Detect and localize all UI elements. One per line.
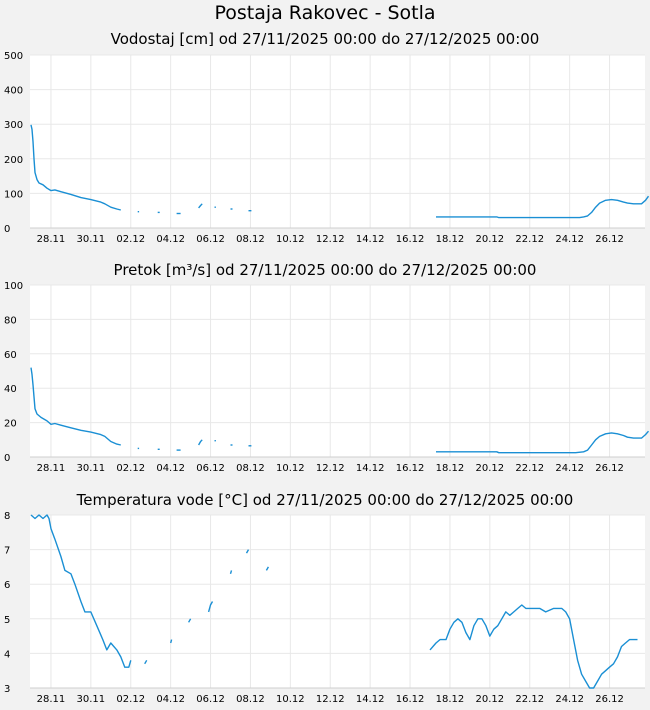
y-tick-label: 4 [4, 649, 10, 660]
x-tick-label: 12.12 [316, 234, 345, 245]
x-tick-label: 18.12 [436, 463, 465, 474]
y-tick-label: 0 [4, 453, 10, 464]
x-tick-label: 18.12 [436, 234, 465, 245]
chart-title-vodostaj: Vodostaj [cm] od 27/11/2025 00:00 do 27/… [110, 30, 540, 48]
y-tick-label: 3 [4, 684, 10, 695]
x-tick-label: 08.12 [236, 234, 265, 245]
x-tick-label: 08.12 [236, 463, 265, 474]
y-tick-label: 40 [4, 384, 17, 395]
x-tick-label: 02.12 [116, 694, 145, 705]
series-line-segment [30, 124, 121, 211]
x-tick-label: 10.12 [276, 694, 305, 705]
x-tick-label: 16.12 [396, 694, 425, 705]
x-tick-label: 26.12 [595, 694, 624, 705]
series-line-segment [429, 604, 638, 689]
x-tick-label: 30.11 [77, 694, 106, 705]
chart-title-pretok: Pretok [m³/s] od 27/11/2025 00:00 do 27/… [113, 261, 537, 279]
x-tick-label: 02.12 [116, 234, 145, 245]
y-tick-label: 20 [4, 419, 17, 430]
y-tick-label: 7 [4, 546, 10, 557]
series-line-segment [245, 549, 250, 554]
series-line-segment [170, 639, 173, 644]
x-tick-label: 10.12 [276, 234, 305, 245]
x-tick-label: 24.12 [555, 463, 584, 474]
x-tick-label: 02.12 [116, 463, 145, 474]
x-tick-label: 14.12 [356, 463, 385, 474]
x-tick-label: 16.12 [396, 463, 425, 474]
plot-area [30, 285, 645, 457]
x-tick-label: 04.12 [156, 234, 185, 245]
x-tick-label: 24.12 [555, 234, 584, 245]
series-line-segment [30, 367, 121, 446]
x-tick-label: 28.11 [37, 234, 66, 245]
series-line-segment [144, 659, 148, 665]
x-tick-label: 06.12 [196, 694, 225, 705]
y-tick-label: 5 [4, 615, 10, 626]
plot-area [30, 55, 645, 228]
x-tick-label: 30.11 [77, 463, 106, 474]
x-tick-label: 14.12 [356, 234, 385, 245]
x-tick-label: 24.12 [555, 694, 584, 705]
x-tick-label: 22.12 [515, 234, 544, 245]
series-line-segment [207, 601, 214, 613]
series-line-segment [265, 566, 270, 571]
y-tick-label: 60 [4, 350, 17, 361]
x-tick-label: 10.12 [276, 463, 305, 474]
x-tick-label: 14.12 [356, 694, 385, 705]
y-tick-label: 400 [4, 86, 23, 97]
x-tick-label: 26.12 [595, 234, 624, 245]
series-line-segment [436, 195, 650, 219]
y-tick-label: 8 [4, 511, 10, 522]
x-tick-label: 08.12 [236, 694, 265, 705]
x-tick-label: 04.12 [156, 694, 185, 705]
x-tick-label: 06.12 [196, 234, 225, 245]
x-tick-label: 26.12 [595, 463, 624, 474]
x-tick-label: 22.12 [515, 463, 544, 474]
x-tick-label: 28.11 [37, 463, 66, 474]
x-tick-label: 12.12 [316, 694, 345, 705]
x-tick-label: 12.12 [316, 463, 345, 474]
y-tick-label: 6 [4, 580, 10, 591]
series-line-segment [30, 514, 132, 668]
series-line-segment [197, 439, 203, 446]
y-tick-label: 80 [4, 315, 17, 326]
x-tick-label: 22.12 [515, 694, 544, 705]
x-tick-label: 18.12 [436, 694, 465, 705]
series-line-segment [229, 570, 233, 574]
y-tick-label: 100 [4, 189, 23, 200]
series-line-segment [436, 430, 650, 454]
chart-title-temperatura: Temperatura vode [°C] od 27/11/2025 00:0… [76, 491, 574, 509]
series-line-segment [187, 618, 192, 623]
x-tick-label: 06.12 [196, 463, 225, 474]
x-tick-label: 16.12 [396, 234, 425, 245]
page-title: Postaja Rakovec - Sotla [214, 2, 436, 24]
y-tick-label: 200 [4, 155, 23, 166]
y-tick-label: 500 [4, 51, 23, 62]
plot-area [30, 515, 645, 688]
y-tick-label: 300 [4, 120, 23, 131]
x-tick-label: 28.11 [37, 694, 66, 705]
series-line-segment [198, 203, 203, 209]
y-tick-label: 0 [4, 224, 10, 235]
y-tick-label: 100 [4, 281, 23, 292]
x-tick-label: 30.11 [77, 234, 106, 245]
x-tick-label: 20.12 [476, 694, 505, 705]
x-tick-label: 20.12 [476, 234, 505, 245]
x-tick-label: 04.12 [156, 463, 185, 474]
x-tick-label: 20.12 [476, 463, 505, 474]
